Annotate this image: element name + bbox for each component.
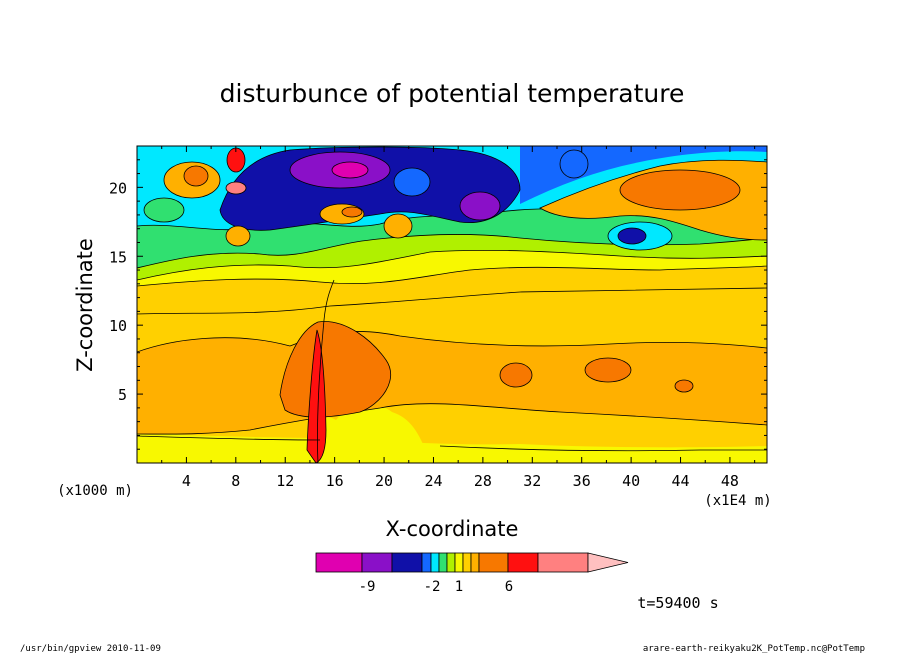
y-tick-label: 15 xyxy=(109,248,127,266)
x-tick-label: 24 xyxy=(424,472,442,490)
time-label: t=59400 s xyxy=(637,594,718,612)
warm-core xyxy=(279,321,392,418)
cold-core xyxy=(393,167,431,197)
contour-line xyxy=(317,279,335,463)
cold-core xyxy=(459,191,501,221)
colorbar-segment xyxy=(391,552,423,573)
colorbar-segment xyxy=(315,552,363,573)
warm-core xyxy=(499,362,533,388)
surface-band xyxy=(300,403,430,463)
colorbar-labels: -9 -2 1 6 xyxy=(359,579,514,595)
x-unit-right: (x1E4 m) xyxy=(704,493,771,509)
colorbar-label: -2 xyxy=(424,579,441,595)
warm-patch xyxy=(619,169,741,211)
warm-patch xyxy=(225,181,247,195)
x-tick-label: 4 xyxy=(182,472,191,490)
contour-line xyxy=(137,435,321,441)
cold-patch xyxy=(143,197,185,223)
chart-title: disturbunce of potential temperature xyxy=(220,79,685,108)
cold-core xyxy=(559,149,589,179)
cold-patch xyxy=(617,227,647,245)
colorbar-segment xyxy=(462,552,472,573)
footer-right: arare-earth-reikyaku2K_PotTemp.nc@PotTem… xyxy=(643,644,865,654)
x-tick-label: 32 xyxy=(523,472,541,490)
x-tick-label: 40 xyxy=(622,472,640,490)
x-tick-label: 16 xyxy=(326,472,344,490)
y-tick-label: 10 xyxy=(109,317,127,335)
warm-core xyxy=(674,379,694,393)
contour-line xyxy=(439,445,767,452)
colorbar-label: 6 xyxy=(505,579,513,595)
colorbar-segment xyxy=(478,552,509,573)
colorbar-segment xyxy=(507,552,539,573)
colorbar-segment xyxy=(446,552,456,573)
surface-band xyxy=(137,433,767,463)
plot-area xyxy=(137,146,767,463)
x-tick-label: 12 xyxy=(276,472,294,490)
y-axis-ticks: 5 10 15 20 xyxy=(109,159,767,450)
colorbar-segment xyxy=(438,552,448,573)
x-unit-left: (x1000 m) xyxy=(57,483,133,499)
x-tick-label: 44 xyxy=(671,472,689,490)
colorbar-segment xyxy=(430,552,440,573)
colorbar-segment xyxy=(421,552,432,573)
colorbar-segment xyxy=(361,552,393,573)
x-tick-label: 36 xyxy=(573,472,591,490)
x-axis-ticks: 4 8 12 16 20 24 28 32 36 40 44 48 xyxy=(161,146,756,490)
x-tick-label: 48 xyxy=(721,472,739,490)
colorbar-extend-arrow xyxy=(587,552,629,573)
convective-core xyxy=(306,329,327,463)
y-tick-label: 5 xyxy=(118,386,127,404)
colorbar-label: -9 xyxy=(359,579,376,595)
warm-core xyxy=(584,357,632,383)
colorbar-segment xyxy=(454,552,464,573)
colorbar-label: 1 xyxy=(455,579,463,595)
y-axis-label: Z-coordinate xyxy=(73,238,97,372)
y-tick-label: 20 xyxy=(109,179,127,197)
x-axis-label: X-coordinate xyxy=(386,517,519,541)
x-tick-label: 28 xyxy=(474,472,492,490)
colorbar xyxy=(315,552,629,573)
colorbar-segment xyxy=(470,552,480,573)
x-tick-label: 8 xyxy=(231,472,240,490)
warm-patch xyxy=(383,213,413,239)
colorbar-segment xyxy=(537,552,589,573)
warm-patch xyxy=(183,165,209,187)
contour-line xyxy=(137,287,767,315)
x-tick-label: 20 xyxy=(375,472,393,490)
warm-patch xyxy=(225,225,251,247)
cold-core xyxy=(331,161,369,179)
warm-patch xyxy=(341,206,363,218)
footer-left: /usr/bin/gpview 2010-11-09 xyxy=(20,644,161,654)
plot-frame xyxy=(136,145,768,464)
